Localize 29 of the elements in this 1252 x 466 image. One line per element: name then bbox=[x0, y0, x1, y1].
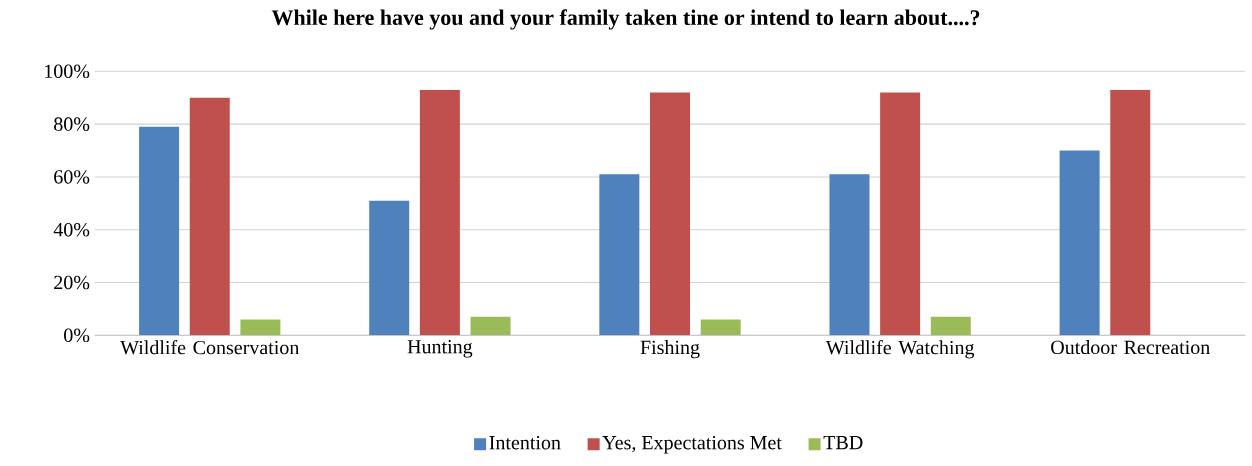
y-tick-label: 40% bbox=[53, 222, 90, 237]
y-tick-label: 0% bbox=[64, 328, 90, 343]
bar bbox=[880, 92, 921, 336]
bar bbox=[700, 319, 741, 336]
bar bbox=[139, 126, 180, 336]
x-tick-label: Fishing bbox=[640, 340, 700, 359]
bar bbox=[240, 319, 281, 336]
bar bbox=[1110, 89, 1151, 336]
bar bbox=[599, 174, 640, 336]
x-tick-label: Outdoor Recreation bbox=[1051, 340, 1210, 355]
y-tick-label: 20% bbox=[54, 275, 90, 290]
bar bbox=[189, 97, 230, 336]
y-tick-label: 60% bbox=[54, 170, 90, 184]
bar bbox=[829, 174, 870, 336]
bar bbox=[419, 89, 460, 336]
x-tick-label: Wildlife Conservation bbox=[120, 340, 300, 355]
bar bbox=[1059, 150, 1100, 336]
legend-label: TBD bbox=[823, 436, 863, 450]
x-tick-label: Wildlife Watching bbox=[825, 340, 975, 359]
x-tick-label: Hunting bbox=[407, 340, 473, 358]
y-tick-label: 80% bbox=[54, 117, 90, 131]
legend-label: Intention bbox=[489, 435, 561, 450]
bar bbox=[650, 92, 690, 336]
bar bbox=[930, 316, 971, 336]
legend-label: Yes, Expectations Met bbox=[602, 435, 782, 454]
bar bbox=[470, 316, 511, 336]
chart-title: While here have you and your family taken tine or intend to learn about....? bbox=[271, 9, 980, 30]
bar bbox=[369, 200, 410, 336]
y-tick-label: 100% bbox=[45, 64, 90, 79]
